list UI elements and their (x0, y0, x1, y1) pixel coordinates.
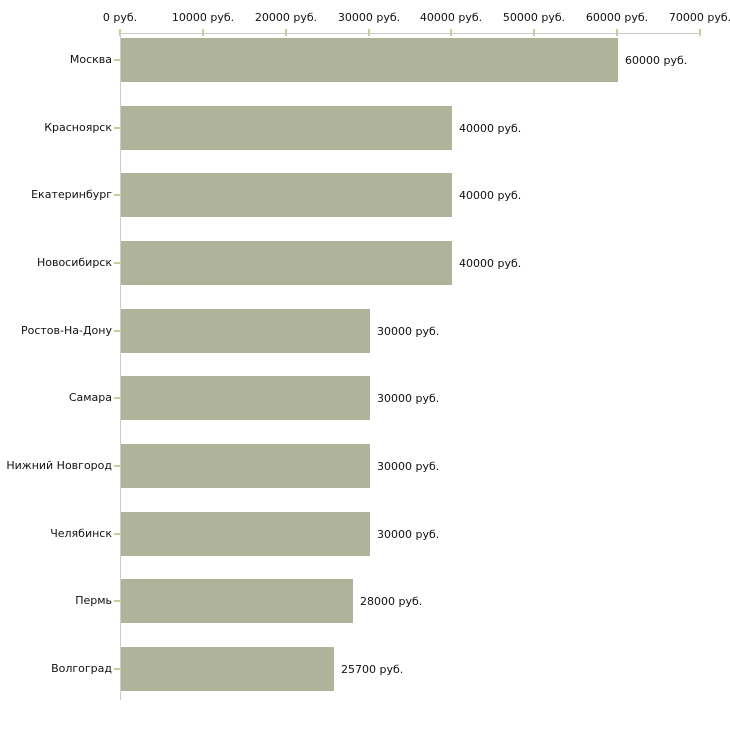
value-label: 30000 руб. (377, 527, 440, 541)
value-label: 25700 руб. (341, 662, 404, 676)
bar (121, 512, 370, 556)
y-tick-mark (114, 59, 120, 61)
x-tick-label: 60000 руб. (585, 11, 649, 24)
x-tick-mark (202, 29, 204, 36)
x-tick-mark (616, 29, 618, 36)
bar (121, 309, 370, 353)
category-label: Новосибирск (36, 256, 112, 269)
category-label: Ростов-На-Дону (20, 324, 112, 337)
bar (121, 106, 452, 150)
y-axis-line (120, 33, 121, 700)
x-tick-mark (699, 29, 701, 36)
value-label: 40000 руб. (459, 121, 522, 135)
x-tick-label: 10000 руб. (171, 11, 235, 24)
x-tick-mark (368, 29, 370, 36)
y-tick-mark (114, 194, 120, 196)
x-tick-label: 40000 руб. (419, 11, 483, 24)
x-tick-mark (285, 29, 287, 36)
category-label: Красноярск (44, 121, 112, 134)
bar (121, 444, 370, 488)
x-tick-label: 50000 руб. (502, 11, 566, 24)
category-label: Нижний Новгород (6, 459, 112, 472)
category-label: Екатеринбург (31, 188, 112, 201)
category-label: Пермь (75, 594, 112, 607)
bar (121, 647, 334, 691)
y-tick-mark (114, 330, 120, 332)
y-tick-mark (114, 465, 120, 467)
y-tick-mark (114, 533, 120, 535)
bar (121, 38, 618, 82)
x-tick-label: 20000 руб. (254, 11, 318, 24)
value-label: 30000 руб. (377, 459, 440, 473)
bar (121, 241, 452, 285)
y-tick-mark (114, 127, 120, 129)
value-label: 28000 руб. (360, 594, 423, 608)
x-tick-label: 70000 руб. (668, 11, 730, 24)
x-tick-label: 0 руб. (102, 11, 138, 24)
category-label: Москва (69, 53, 112, 66)
bar (121, 173, 452, 217)
value-label: 60000 руб. (625, 53, 688, 67)
value-label: 30000 руб. (377, 324, 440, 338)
category-label: Челябинск (50, 527, 112, 540)
bar (121, 579, 353, 623)
y-tick-mark (114, 397, 120, 399)
bar (121, 376, 370, 420)
x-tick-mark (119, 29, 121, 36)
y-tick-mark (114, 668, 120, 670)
category-label: Волгоград (51, 662, 112, 675)
x-tick-mark (450, 29, 452, 36)
x-axis-line (120, 33, 701, 34)
x-tick-mark (533, 29, 535, 36)
value-label: 40000 руб. (459, 256, 522, 270)
category-label: Самара (68, 391, 112, 404)
value-label: 30000 руб. (377, 391, 440, 405)
y-tick-mark (114, 262, 120, 264)
value-label: 40000 руб. (459, 188, 522, 202)
y-tick-mark (114, 600, 120, 602)
x-tick-label: 30000 руб. (337, 11, 401, 24)
